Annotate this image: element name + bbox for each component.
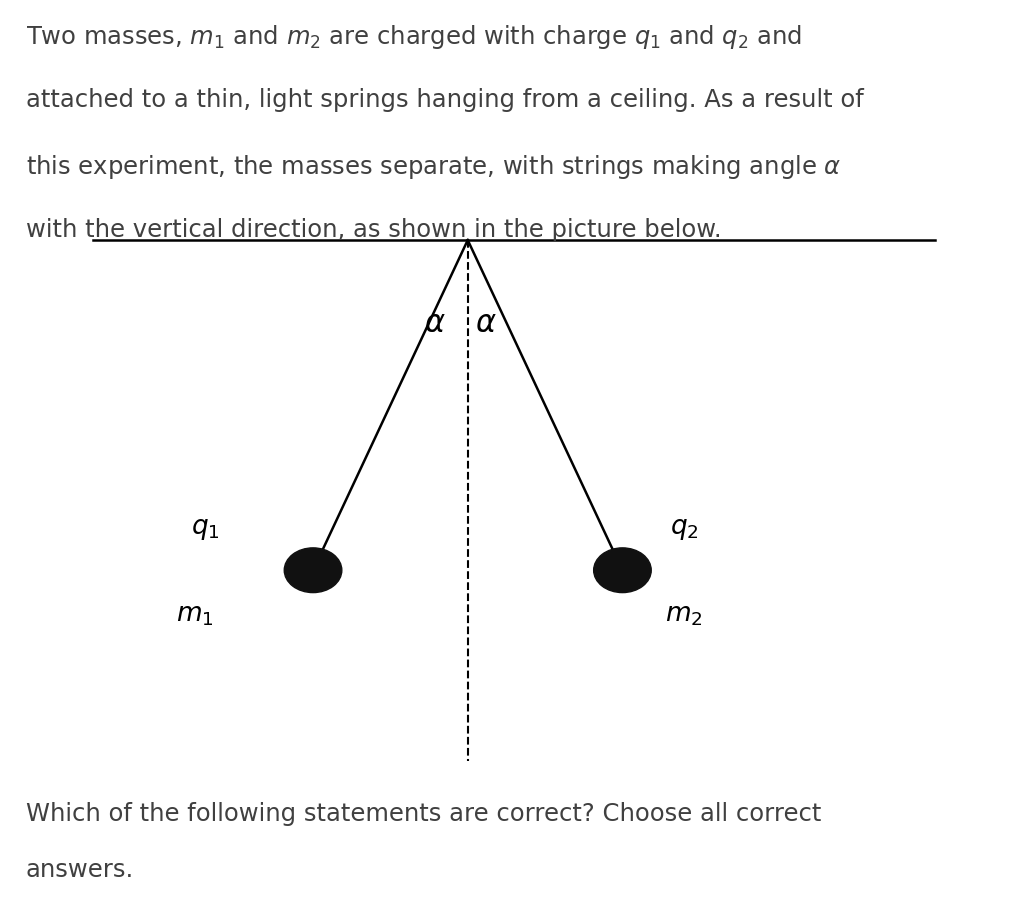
Ellipse shape — [593, 548, 651, 593]
Text: answers.: answers. — [26, 858, 134, 882]
Text: $m_2$: $m_2$ — [665, 603, 703, 628]
Text: $\alpha$: $\alpha$ — [475, 308, 498, 339]
Ellipse shape — [285, 548, 342, 593]
Text: Two masses, $m_1$ and $m_2$ are charged with charge $q_1$ and $q_2$ and: Two masses, $m_1$ and $m_2$ are charged … — [26, 23, 802, 51]
Text: with the vertical direction, as shown in the picture below.: with the vertical direction, as shown in… — [26, 218, 722, 242]
Text: attached to a thin, light springs hanging from a ceiling. As a result of: attached to a thin, light springs hangin… — [26, 88, 864, 111]
Text: $q_1$: $q_1$ — [191, 517, 219, 542]
Text: $m_1$: $m_1$ — [176, 603, 214, 628]
Text: $q_2$: $q_2$ — [670, 517, 698, 542]
Text: Which of the following statements are correct? Choose all correct: Which of the following statements are co… — [26, 802, 821, 825]
Text: $\alpha$: $\alpha$ — [424, 308, 446, 339]
Text: this experiment, the masses separate, with strings making angle $\alpha$: this experiment, the masses separate, wi… — [26, 153, 841, 181]
